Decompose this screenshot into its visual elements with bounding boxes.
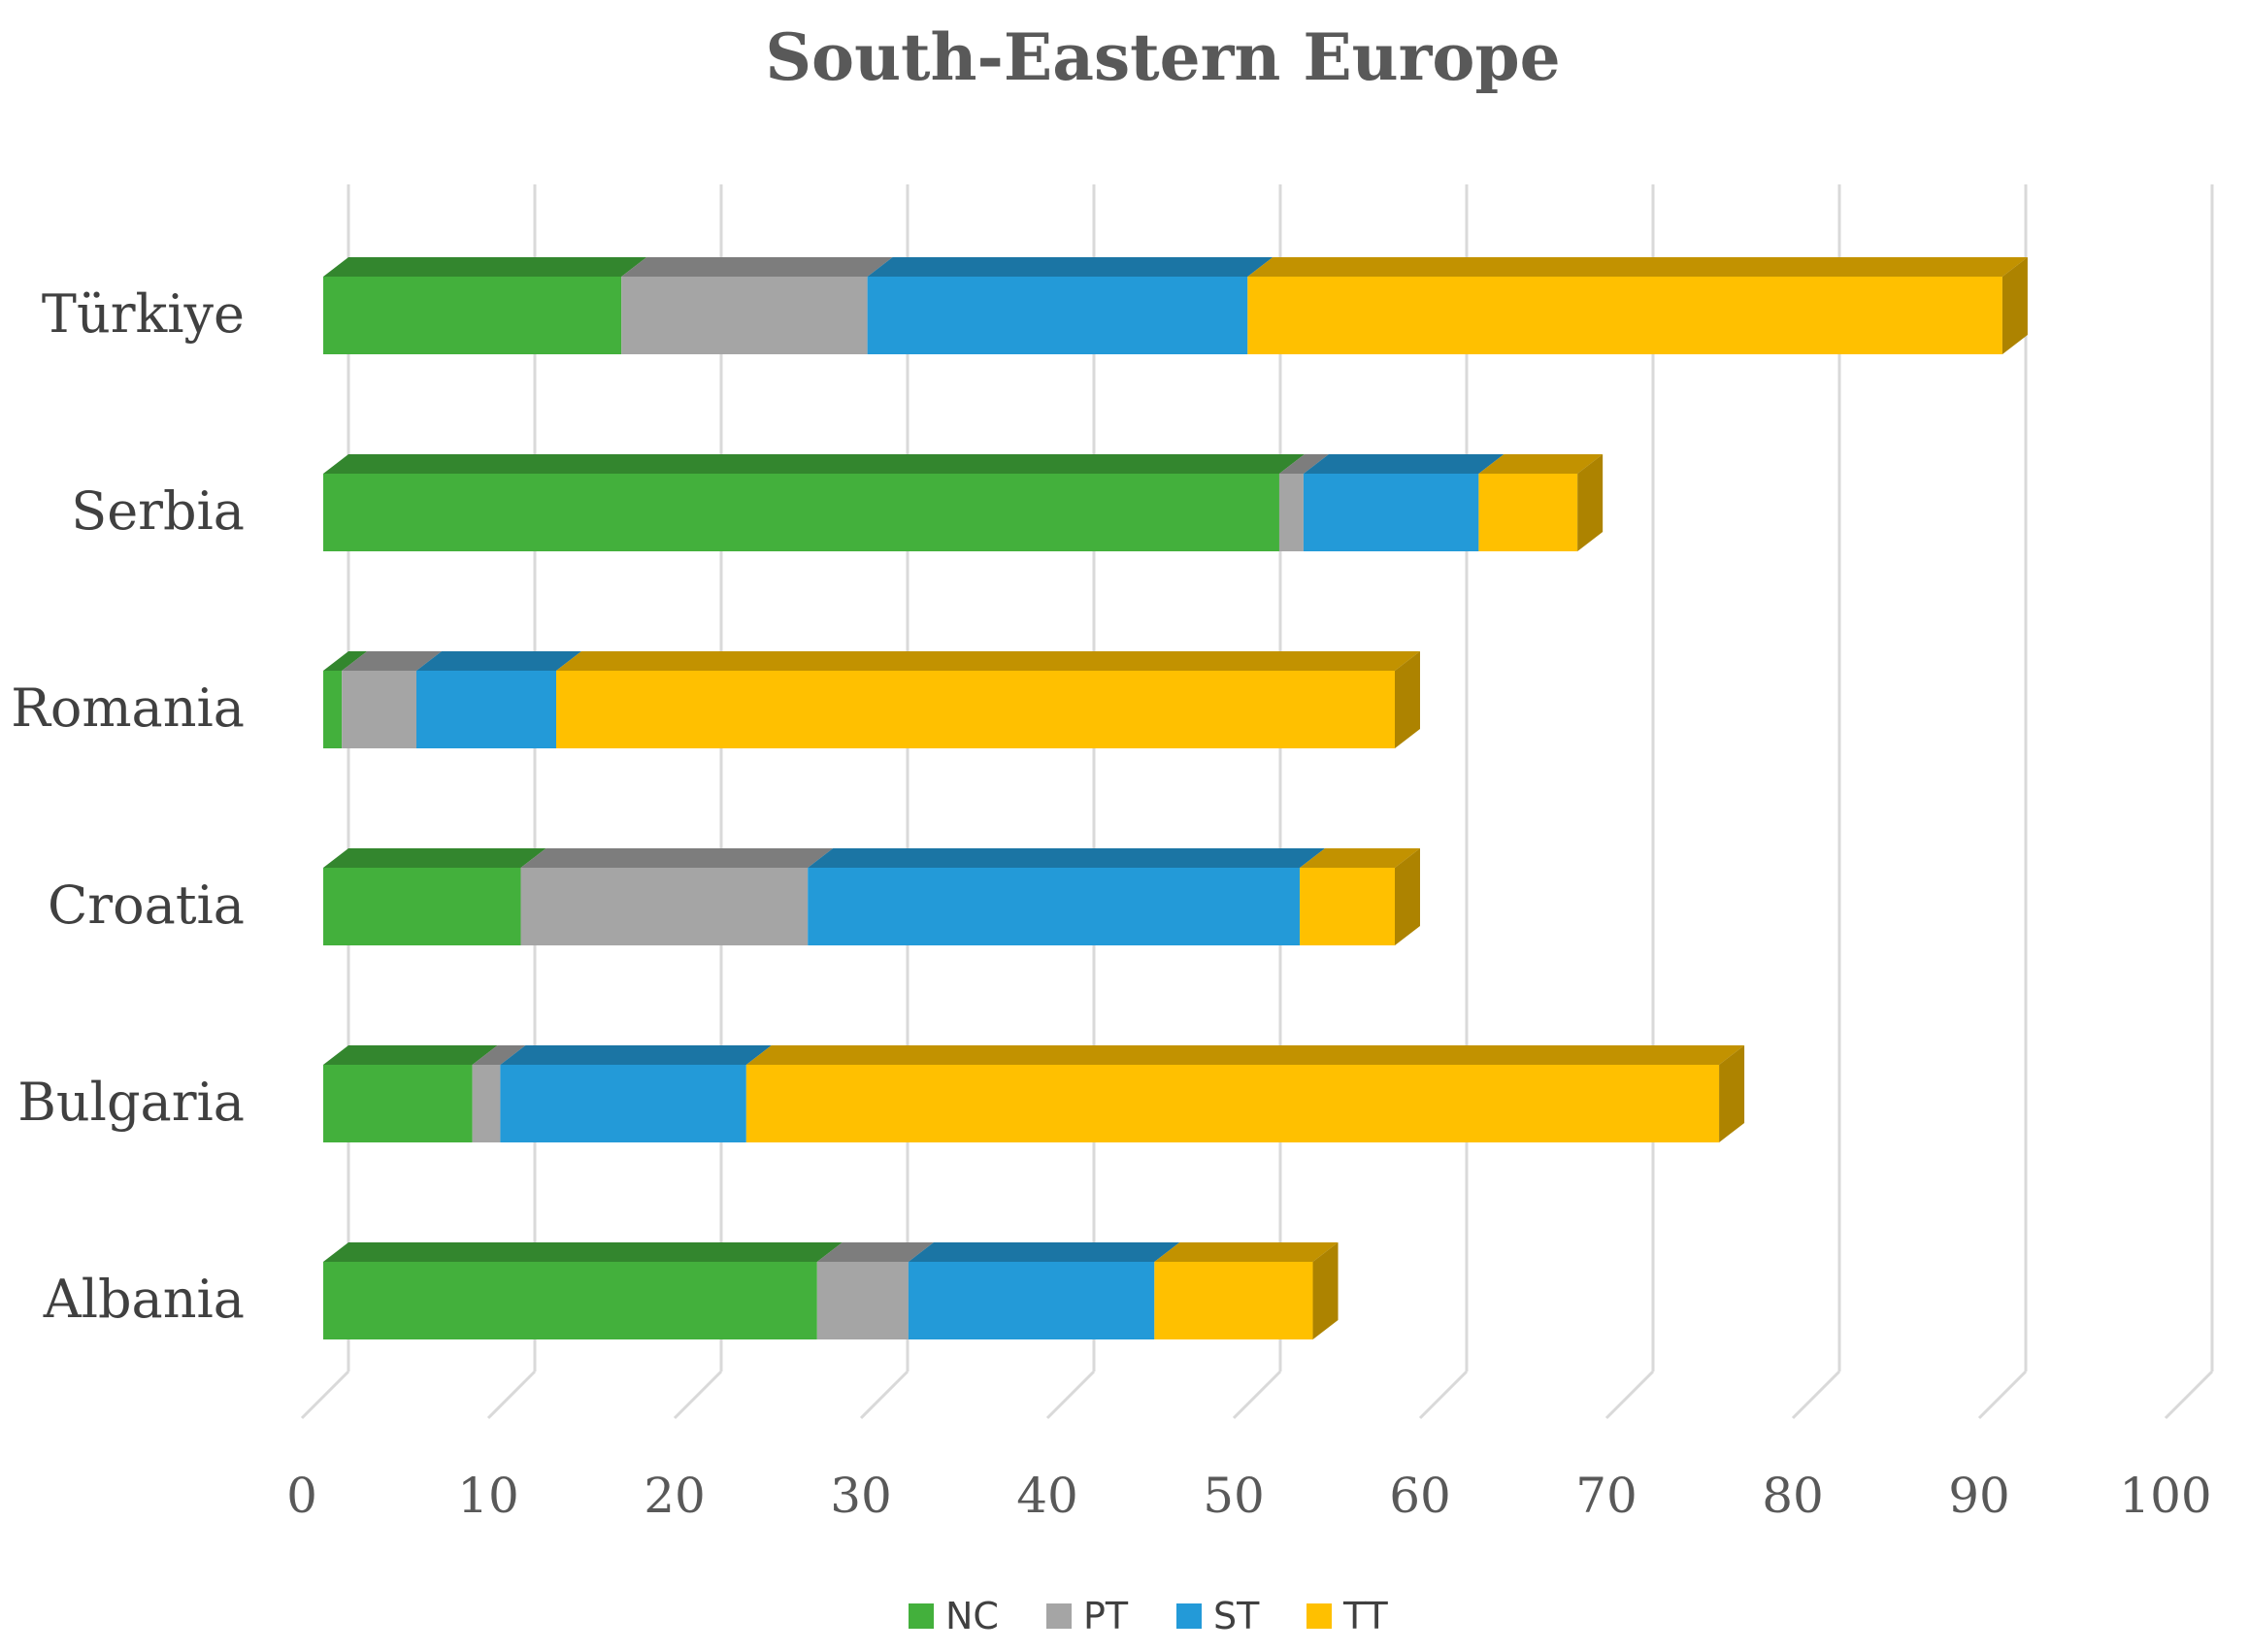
bar-end-face	[1395, 848, 1420, 945]
gridline-floor	[1045, 1370, 1096, 1420]
legend-swatch-pt	[1046, 1603, 1072, 1629]
bar-top-tt	[1247, 257, 2028, 277]
chart-title: South-Eastern Europe	[765, 19, 1560, 95]
bar-end-face	[1312, 1242, 1339, 1339]
x-tick-label: 100	[2119, 1468, 2211, 1524]
category-label: Romania	[11, 677, 245, 739]
bar-top-nc	[323, 1045, 498, 1065]
legend: NC PT ST TT	[909, 1595, 1389, 1637]
gridline-floor	[1232, 1370, 1282, 1420]
bar-segment-tt	[1247, 277, 2002, 354]
legend-label-tt: TT	[1342, 1595, 1389, 1637]
x-tick-label: 50	[1203, 1468, 1265, 1524]
x-tick-label: 80	[1762, 1468, 1824, 1524]
bar-top-st	[416, 651, 581, 671]
bar-top-pt	[621, 257, 893, 277]
x-tick-label: 60	[1389, 1468, 1451, 1524]
bar-top-st	[908, 1242, 1180, 1262]
gridline-floor	[2164, 1370, 2214, 1420]
legend-label-nc: NC	[945, 1595, 999, 1637]
bar-top-tt	[1154, 1242, 1339, 1262]
bar-top-tt	[556, 651, 1420, 671]
bar-top-nc	[323, 651, 368, 671]
category-label: Albania	[43, 1269, 245, 1330]
bar-top-nc	[323, 257, 647, 277]
gridlines	[300, 184, 2214, 1420]
legend-swatch-nc	[909, 1603, 934, 1629]
x-tick-label: 40	[1016, 1468, 1078, 1524]
x-tick-label: 30	[830, 1468, 892, 1524]
bar-segment-nc	[323, 1262, 817, 1339]
bar-segment-pt	[816, 1262, 909, 1339]
category-label: Türkiye	[42, 283, 245, 345]
bar-top-st	[867, 257, 1273, 277]
bar-top-st	[500, 1045, 772, 1065]
x-tick-label: 0	[286, 1468, 317, 1524]
legend-swatch-tt	[1306, 1603, 1332, 1629]
bar-segment-st	[1303, 474, 1479, 551]
bar-top-pt	[1278, 454, 1329, 474]
bar-segment-st	[908, 1262, 1155, 1339]
gridline-floor	[1604, 1370, 1655, 1420]
bar-top-st	[1303, 454, 1505, 474]
bar-segment-pt	[342, 671, 416, 748]
x-axis-tick-labels: 0 10 20 30 40 50 60 70 80 90 100	[286, 1468, 2212, 1524]
bar-end-face	[1577, 454, 1604, 551]
bar-segment-tt	[556, 671, 1395, 748]
bar-segment-st	[416, 671, 556, 748]
category-label: Serbia	[71, 480, 245, 542]
bar-segment-pt	[621, 277, 868, 354]
gridline-floor	[1791, 1370, 1841, 1420]
bar-segment-nc	[323, 868, 521, 945]
bar-top-tt	[1478, 454, 1604, 474]
x-tick-label: 10	[457, 1468, 519, 1524]
bar-top-nc	[323, 848, 546, 868]
bar-top-st	[808, 848, 1326, 868]
bar-top-nc	[323, 1242, 843, 1262]
legend-label-pt: PT	[1083, 1595, 1129, 1637]
x-tick-label: 70	[1575, 1468, 1637, 1524]
bar-segment-tt	[745, 1065, 1720, 1142]
bar-top-pt	[520, 848, 834, 868]
bar-segment-pt	[520, 868, 809, 945]
bar-segment-nc	[323, 277, 622, 354]
bar-segment-st	[867, 277, 1248, 354]
category-labels: Albania Bulgaria Croatia Romania Serbia Türki…	[11, 283, 245, 1330]
bar-end-face	[1395, 651, 1420, 748]
bar-top-pt	[342, 651, 442, 671]
x-tick-label: 20	[644, 1468, 706, 1524]
bar-segment-tt	[1300, 868, 1395, 945]
gridline-floor	[1418, 1370, 1469, 1420]
bar-segment-nc	[323, 474, 1279, 551]
bar-top-tt	[1300, 848, 1420, 868]
bar-segment-nc	[323, 671, 343, 748]
bar-segment-pt	[472, 1065, 501, 1142]
bar-segment-tt	[1478, 474, 1578, 551]
gridline-floor	[300, 1370, 350, 1420]
legend-label-st: ST	[1213, 1595, 1260, 1637]
bar-top-pt	[816, 1242, 934, 1262]
bar-end-face	[2001, 257, 2028, 354]
bar-segment-st	[500, 1065, 746, 1142]
bar-segment-nc	[323, 1065, 473, 1142]
bar-end-face	[1719, 1045, 1745, 1142]
gridline-floor	[1977, 1370, 2028, 1420]
x-tick-label: 90	[1948, 1468, 2010, 1524]
bars	[323, 257, 2028, 1339]
bar-top-pt	[472, 1045, 526, 1065]
bar-segment-tt	[1154, 1262, 1313, 1339]
bar-segment-pt	[1278, 474, 1304, 551]
bar-segment-st	[808, 868, 1301, 945]
gridline-floor	[859, 1370, 910, 1420]
gridline-floor	[486, 1370, 537, 1420]
legend-swatch-st	[1176, 1603, 1202, 1629]
gridline-floor	[673, 1370, 723, 1420]
category-label: Croatia	[48, 875, 245, 936]
bar-top-nc	[323, 454, 1305, 474]
bar-top-tt	[745, 1045, 1745, 1065]
category-label: Bulgaria	[17, 1072, 245, 1133]
